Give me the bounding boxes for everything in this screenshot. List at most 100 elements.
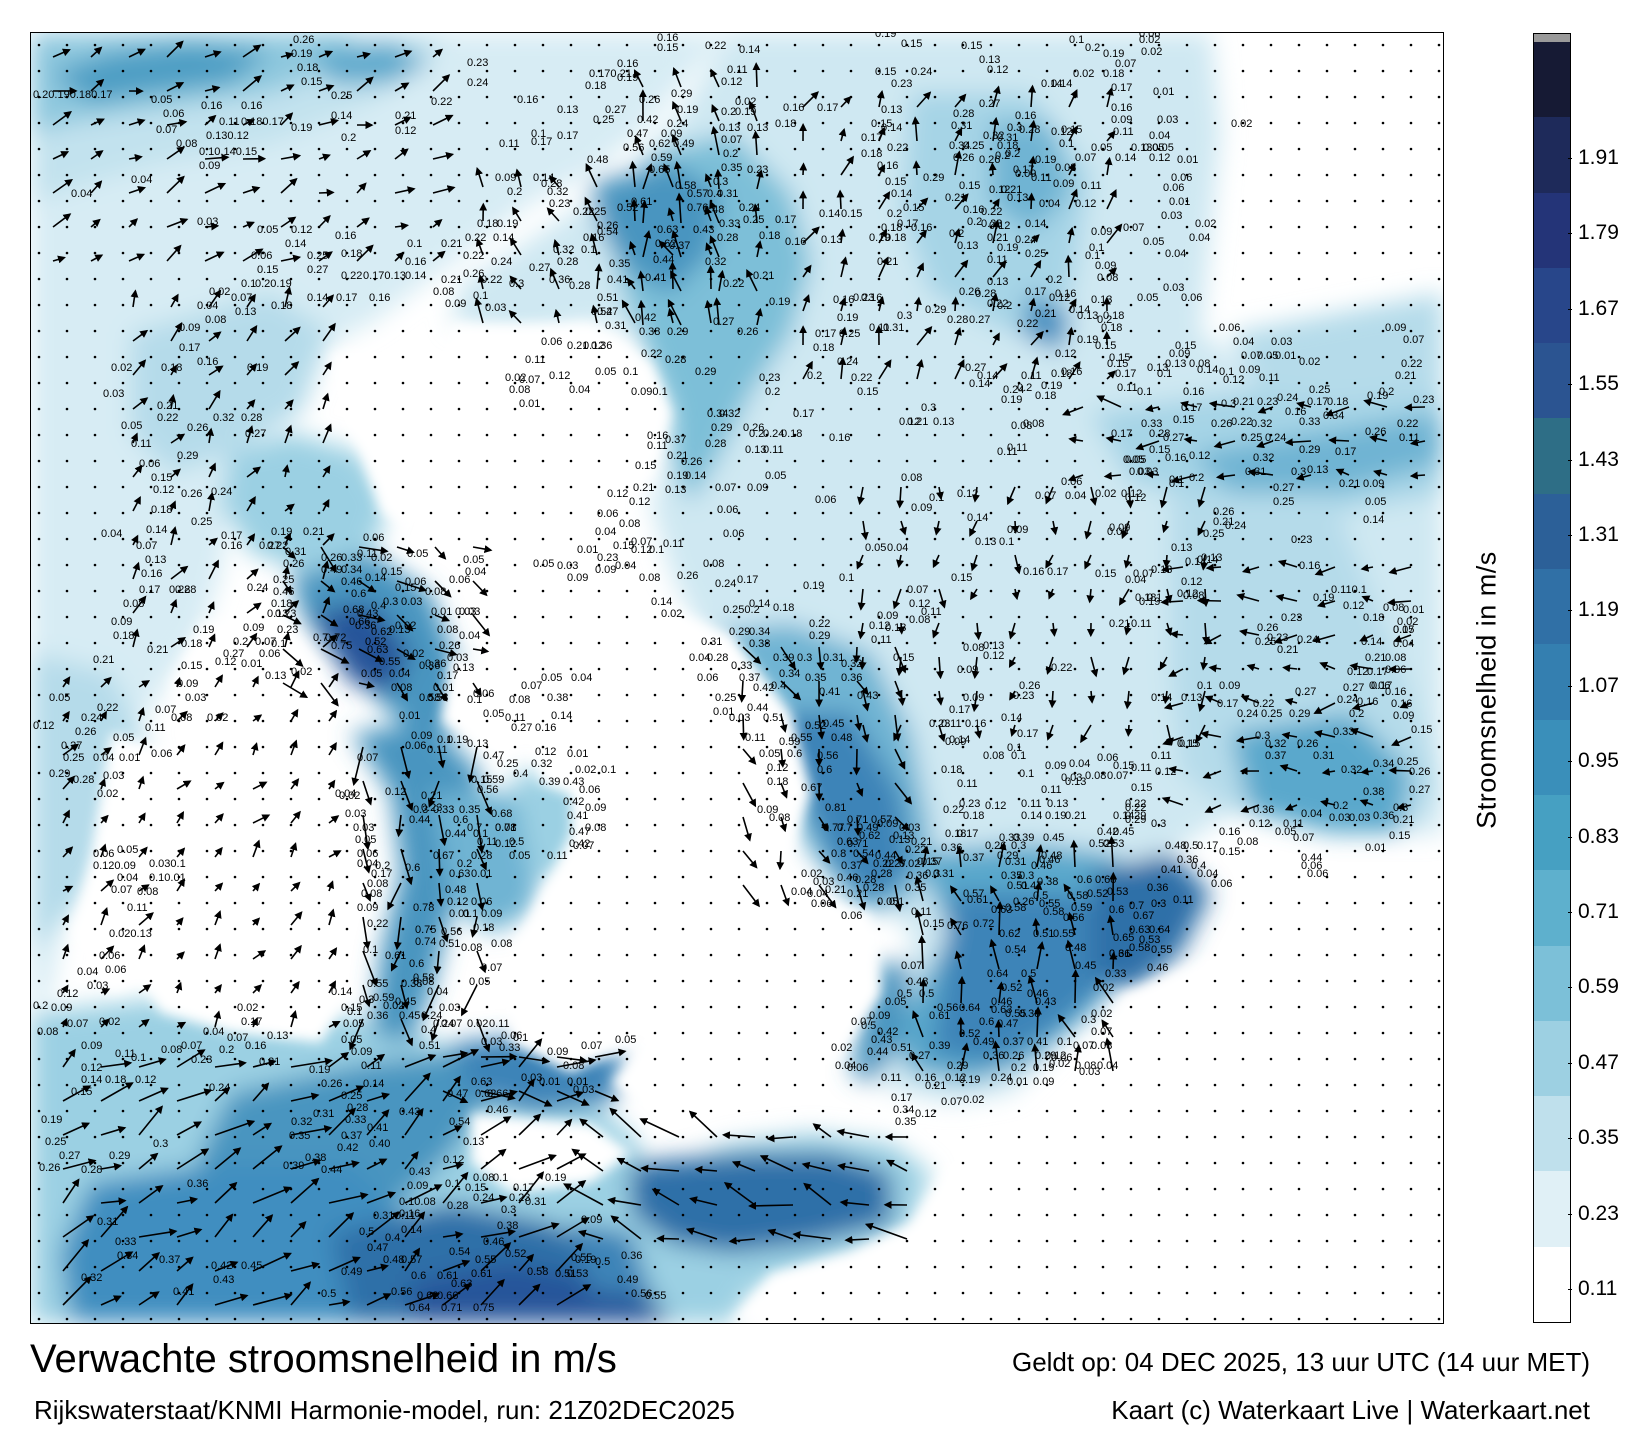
speed-value-label: 0.07 [156, 124, 177, 136]
speed-value-label: 0.15 [613, 540, 634, 552]
speed-value-label: 0.31 [1313, 750, 1334, 762]
speed-value-label: 0.46 [273, 586, 294, 598]
speed-value-label: 0.1 [271, 638, 286, 650]
speed-value-label: 0.14 [1069, 304, 1090, 316]
speed-value-label: 0.21 [1395, 370, 1416, 382]
speed-value-label: 0.28 [447, 1200, 468, 1212]
speed-value-label: 0.27 [1343, 682, 1364, 694]
speed-value-label: 0.68 [343, 604, 364, 616]
speed-value-label: 0.05 [1365, 496, 1386, 508]
speed-value-label: 0.09 [567, 572, 588, 584]
speed-value-label: 0.09 [81, 1040, 102, 1052]
speed-value-label: 0.03 [87, 980, 108, 992]
speed-value-label: 0.22 [97, 702, 118, 714]
speed-value-label: 0.31 [951, 120, 972, 132]
speed-value-label: 0.23 [421, 802, 442, 814]
speed-value-label: 0.12 [1055, 348, 1076, 360]
speed-value-label: 0.09 [1095, 260, 1116, 272]
speed-value-label: 0.17 [861, 132, 882, 144]
speed-value-label: 0.21 [987, 232, 1008, 244]
current-speed-map[interactable]: 0.20.190.180.170.260.190.180.150.230.240… [31, 33, 1443, 1323]
speed-value-label: 0.24 [1277, 392, 1298, 404]
speed-value-label: 0.32 [213, 412, 234, 424]
speed-value-label: 0.07 [136, 540, 157, 552]
speed-value-label: 0.11 [1041, 784, 1062, 796]
speed-value-label: 0.5 [1183, 840, 1198, 852]
speed-value-label: 0.25 [743, 214, 764, 226]
speed-value-label: 0.63 [837, 836, 858, 848]
speed-value-label: 0.52 [617, 202, 638, 214]
speed-value-label: 0.14 [405, 270, 426, 282]
speed-value-label: 0.11 [911, 906, 932, 918]
speed-value-label: 0.13 [145, 554, 166, 566]
speed-value-label: 0.17 [891, 1092, 912, 1104]
speed-value-label: 0.08 [171, 712, 192, 724]
speed-value-label: 0.16 [245, 1040, 266, 1052]
speed-value-label: 0.15 [1131, 782, 1152, 794]
speed-value-label: 0.26 [321, 1078, 342, 1090]
speed-value-label: 0.15 [471, 774, 492, 786]
colorbar-segment [1534, 1020, 1570, 1097]
speed-value-label: 0.32 [531, 758, 552, 770]
speed-value-label: 0.07 [155, 704, 176, 716]
speed-value-label: 0.15 [1179, 738, 1200, 750]
speed-value-label: 0.62 [475, 1088, 496, 1100]
speed-value-label: 0.17 [336, 292, 357, 304]
speed-value-label: 0.25 [715, 692, 736, 704]
speed-value-label: 0.33 [999, 832, 1020, 844]
speed-value-label: 0.17 [737, 574, 758, 586]
speed-value-label: 0.36 [841, 672, 862, 684]
speed-value-label: 0.1 [473, 290, 488, 302]
speed-value-label: 0.36 [1109, 948, 1130, 960]
speed-value-label: 0.13 [933, 416, 954, 428]
speed-value-label: 0.11 [357, 548, 378, 560]
speed-value-label: 0.21 [1001, 184, 1022, 196]
speed-value-label: 0.06 [163, 108, 184, 120]
speed-value-label: 0.31 [823, 652, 844, 664]
speed-value-label: 0.03 [401, 596, 422, 608]
speed-value-label: 0.52 [1087, 888, 1108, 900]
speed-value-label: 0.75 [415, 924, 436, 936]
speed-value-label: 0.34 [1373, 758, 1394, 770]
speed-value-label: 0.6 [409, 958, 424, 970]
speed-value-label: 0.2 [967, 216, 982, 228]
speed-value-label: 0.16 [535, 722, 556, 734]
speed-value-label: 0.24 [1265, 432, 1286, 444]
speed-value-label: 0.22 [573, 206, 594, 218]
speed-value-label: 0.18 [885, 232, 906, 244]
speed-value-label: 0.15 [961, 40, 982, 52]
speed-value-label: 0.08 [1055, 162, 1076, 174]
speed-value-label: 0.32 [705, 256, 726, 268]
speed-value-label: 0.38 [497, 1220, 518, 1232]
speed-value-label: 0.170.13 [363, 270, 406, 282]
speed-value-label: 0.29 [109, 1150, 130, 1162]
speed-value-label: 0.01 [519, 398, 540, 410]
speed-value-label: 0.5 [321, 1288, 336, 1300]
speed-value-label: 0.09 [481, 908, 502, 920]
speed-value-label: 0.6 [411, 1270, 426, 1282]
speed-value-label: 0.33 [1333, 726, 1354, 738]
speed-value-label: 0.08 [585, 822, 606, 834]
speed-value-label: 0.64 [409, 1302, 430, 1314]
speed-value-label: 0.27 [885, 858, 906, 870]
speed-value-label: 0.02 [467, 1018, 488, 1030]
speed-value-label: 0.17 [1307, 396, 1328, 408]
speed-value-label: 0.17 [1181, 402, 1202, 414]
speed-value-label: 0.11 [1399, 432, 1420, 444]
speed-value-label: 0.14 [967, 512, 988, 524]
colorbar-tick-mark [1568, 912, 1572, 913]
speed-value-label: 0.19 [1041, 380, 1062, 392]
colorbar-segment [1534, 1096, 1570, 1172]
speed-value-label: 0.59 [651, 152, 672, 164]
speed-value-label: 0.23 [1291, 534, 1312, 546]
speed-value-label: 0.47 [1021, 880, 1042, 892]
map-panel[interactable]: 0.20.190.180.17 0.26 0.19 0.18 0.15 0.23 0.24 0… [30, 32, 1444, 1324]
speed-value-label: 0.23 [509, 1192, 530, 1204]
speed-value-label: 0.18 [1051, 368, 1072, 380]
speed-value-label: 0.03 [1157, 114, 1178, 126]
speed-value-label: 0.16 [657, 33, 678, 44]
speed-value-label: 0.36 [1373, 810, 1394, 822]
speed-value-label: 0.4 [771, 680, 786, 692]
speed-value-label: 0.03 [1163, 282, 1184, 294]
speed-value-label: 0.18 [271, 598, 292, 610]
